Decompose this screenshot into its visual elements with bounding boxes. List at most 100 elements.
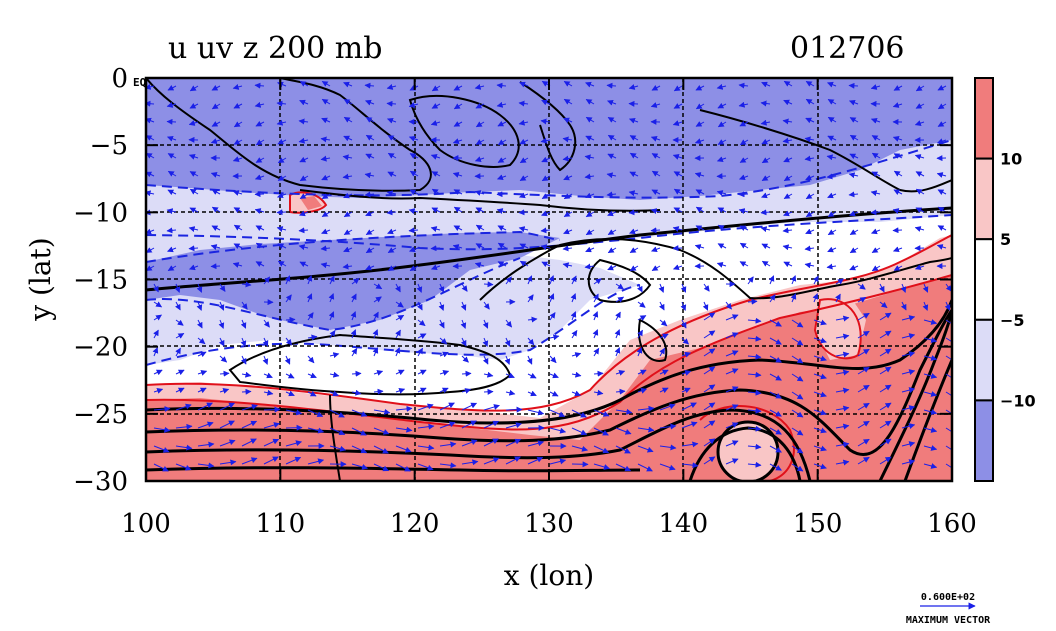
max-vector-legend: 0.600E+02 MAXIMUM VECTOR	[906, 592, 991, 626]
wind-vector	[805, 174, 815, 181]
wind-vector	[835, 315, 850, 322]
wind-vector	[879, 366, 892, 375]
wind-vector	[747, 407, 762, 414]
wind-vector	[395, 369, 405, 376]
contour-red-inner	[699, 405, 795, 481]
wind-vector	[365, 229, 375, 236]
wind-vector	[783, 175, 793, 182]
wind-vector	[673, 171, 683, 177]
wind-vector	[659, 403, 676, 411]
wind-vector	[717, 243, 727, 249]
wind-vector	[826, 154, 837, 161]
wind-vector	[439, 441, 457, 448]
wind-vector	[769, 391, 782, 399]
wind-vector	[636, 347, 643, 357]
wind-vector	[923, 355, 938, 361]
wind-vector	[343, 246, 353, 253]
wind-vector	[152, 347, 159, 357]
wind-vector	[563, 98, 573, 105]
wind-vector	[351, 389, 362, 396]
wind-vector	[593, 427, 609, 436]
wind-vector	[438, 319, 445, 329]
wind-vector	[505, 456, 521, 465]
wind-vector	[241, 301, 248, 310]
wind-vector	[703, 312, 716, 321]
wind-vector	[504, 337, 511, 347]
wind-vector	[153, 283, 159, 293]
wind-vector	[769, 463, 782, 471]
wind-vector	[439, 337, 448, 345]
wind-vector	[460, 319, 467, 329]
wind-vector	[747, 353, 762, 360]
x-tick-label: 130	[524, 509, 574, 539]
wind-vector	[571, 409, 587, 418]
wind-vector	[321, 80, 331, 87]
wind-vector	[717, 207, 727, 213]
wind-vector	[571, 390, 581, 397]
wind-vector	[166, 227, 177, 234]
wind-vector	[629, 228, 639, 235]
wind-vector	[593, 370, 604, 377]
wind-vector	[585, 135, 595, 142]
wind-vector	[827, 81, 837, 88]
wind-vector	[518, 226, 529, 233]
wind-vector	[549, 372, 559, 379]
wind-vector	[805, 211, 815, 218]
wind-vector	[760, 226, 771, 233]
wind-vector	[761, 138, 771, 145]
colorbar-label: 5	[1000, 230, 1011, 249]
wind-vector	[659, 423, 677, 430]
wind-vector	[901, 333, 916, 339]
wind-vector	[351, 427, 367, 436]
wind-vector	[496, 174, 507, 181]
y-tick-label: −5	[90, 131, 128, 161]
wind-vector	[189, 207, 199, 214]
wind-vector	[329, 445, 347, 452]
wind-vector	[167, 265, 177, 272]
wind-vector	[482, 355, 489, 365]
wind-vector	[166, 102, 177, 108]
wind-vector	[716, 83, 727, 90]
wind-vector	[607, 153, 617, 160]
wind-vector	[519, 192, 529, 199]
wind-vector	[519, 81, 529, 88]
wind-vector	[791, 337, 804, 346]
wind-vector	[783, 156, 793, 163]
wind-vector	[849, 247, 859, 254]
wind-vector	[570, 293, 577, 303]
wind-vector	[804, 136, 815, 143]
wind-vector	[791, 391, 804, 400]
wind-vector	[453, 225, 463, 231]
x-tick-label: 140	[659, 509, 709, 539]
wind-vector	[637, 283, 643, 293]
wind-vector	[703, 384, 716, 393]
wind-vector	[857, 348, 870, 357]
wind-vector	[813, 275, 819, 285]
wind-vector	[497, 157, 507, 163]
wind-vector	[607, 117, 617, 123]
height-contour-8	[903, 359, 952, 481]
wind-vector	[439, 387, 449, 394]
wind-vector	[167, 246, 177, 253]
wind-vector	[321, 228, 331, 235]
wind-vector	[614, 329, 621, 339]
wind-vector	[452, 172, 463, 178]
wind-vector	[299, 193, 309, 199]
wind-vector	[505, 389, 516, 396]
wind-vector	[901, 369, 916, 375]
wind-vector	[703, 456, 716, 465]
wind-vector	[461, 355, 469, 363]
wind-vector	[439, 421, 456, 429]
wind-vector	[761, 175, 771, 181]
wind-vector	[782, 118, 793, 125]
wind-vector	[351, 278, 360, 285]
wind-vector	[254, 174, 265, 181]
wind-vector	[651, 246, 661, 253]
wind-vector	[584, 263, 595, 270]
wind-vector	[703, 438, 716, 447]
x-tick-label: 150	[793, 509, 843, 539]
wind-vector	[241, 438, 257, 447]
wind-vector	[593, 445, 610, 454]
wind-vector	[475, 207, 485, 213]
wind-vector	[408, 135, 419, 142]
